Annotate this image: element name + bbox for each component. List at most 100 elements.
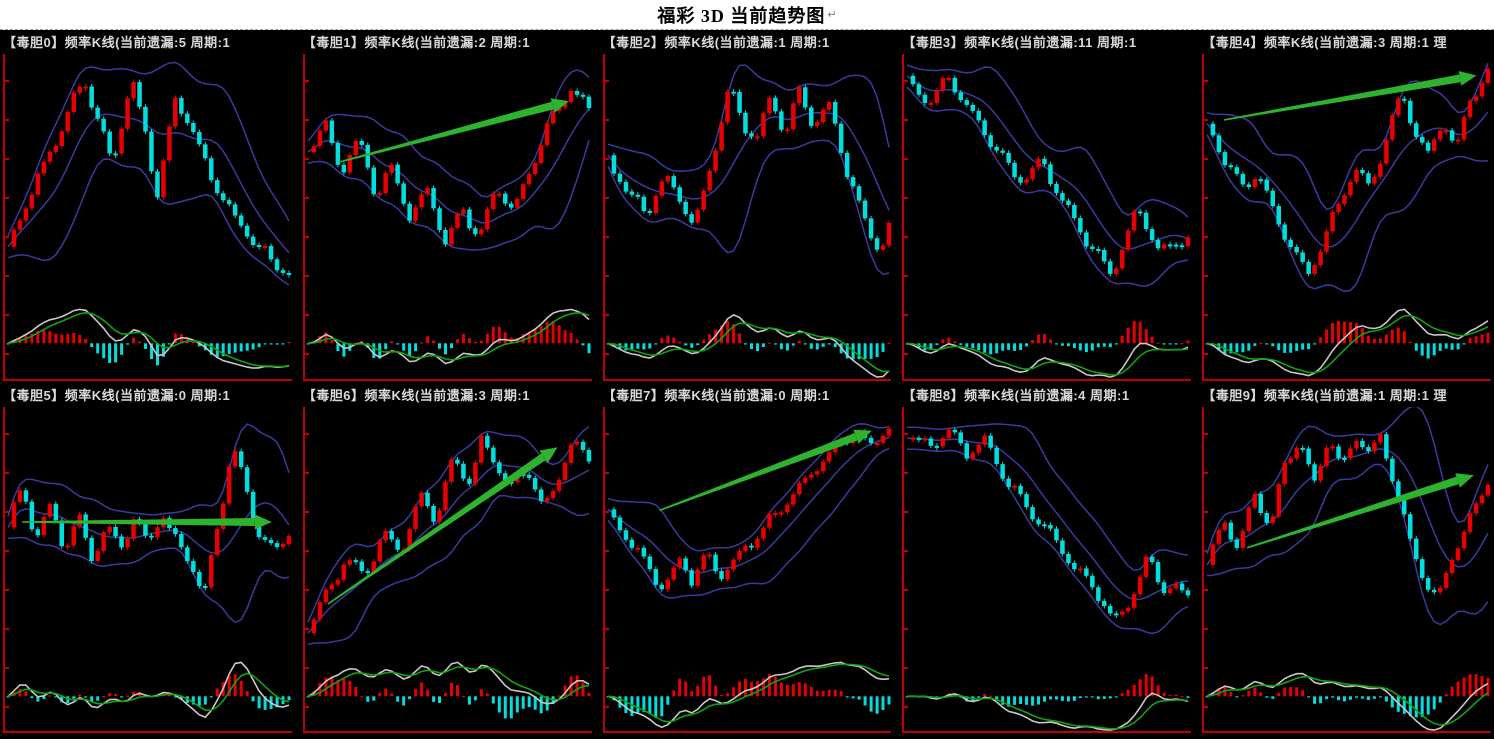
- macd-histogram-bar: [503, 695, 507, 718]
- macd-dea-line: [307, 312, 590, 361]
- candle-up: [520, 184, 526, 199]
- macd-histogram-bar: [1325, 695, 1329, 699]
- candle-down: [238, 450, 244, 467]
- candle-down: [1306, 448, 1312, 464]
- macd-histogram-bar: [173, 695, 177, 697]
- macd-histogram-bar: [515, 695, 519, 712]
- macd-histogram-bar: [1043, 334, 1047, 344]
- panel-title: 【毒胆7】频率K线(当前遗漏:0 周期:1: [602, 387, 830, 403]
- macd-histogram-bar: [1150, 676, 1154, 696]
- candle-down: [1426, 577, 1431, 590]
- macd-histogram-bar: [102, 343, 106, 359]
- candle-down: [113, 526, 118, 536]
- candle-down: [395, 164, 400, 184]
- candle-down: [1048, 164, 1054, 184]
- axis-tick: [304, 197, 309, 199]
- candle-down: [611, 508, 616, 517]
- macd-histogram-bar: [827, 689, 831, 696]
- macd-histogram-bar: [479, 340, 483, 344]
- macd-histogram-bar: [1186, 695, 1190, 698]
- candle-up: [317, 130, 322, 147]
- macd-histogram-bar: [1450, 686, 1454, 696]
- macd-histogram-bar: [1145, 673, 1149, 696]
- macd-histogram-bar: [1468, 337, 1472, 344]
- macd-histogram-bar: [324, 332, 328, 344]
- candle-up: [1144, 556, 1149, 577]
- candle-up: [1252, 493, 1258, 508]
- candle-up: [766, 513, 772, 528]
- candle-up: [1473, 96, 1479, 102]
- candle-up: [1438, 587, 1443, 592]
- macd-histogram-bar: [809, 343, 813, 349]
- macd-histogram-bar: [1025, 343, 1029, 347]
- trend-arrow-head: [254, 514, 272, 529]
- macd-histogram-bar: [641, 343, 645, 350]
- macd-histogram-bar: [491, 695, 495, 703]
- macd-histogram-bar: [1414, 695, 1418, 717]
- candle-down: [1288, 239, 1294, 247]
- candle-down: [1162, 581, 1167, 593]
- macd-histogram-bar: [587, 343, 591, 354]
- candle-down: [988, 135, 994, 147]
- macd-histogram-bar: [1174, 694, 1178, 696]
- axis-tick: [304, 705, 309, 708]
- macd-histogram-bar: [377, 692, 381, 696]
- macd-histogram-bar: [306, 343, 310, 345]
- candle-up: [371, 560, 376, 571]
- macd-histogram-bar: [1313, 343, 1317, 345]
- axis-tick: [304, 666, 309, 669]
- macd-histogram-bar: [965, 343, 969, 347]
- candle-up: [730, 559, 736, 570]
- axis-tick: [904, 588, 909, 591]
- chart-panel-毒胆9: 【毒胆9】频率K线(当前遗漏:1 周期:1 理: [1202, 383, 1491, 733]
- trend-arrow-head: [1458, 71, 1477, 86]
- macd-histogram-bar: [1474, 336, 1478, 344]
- macd-histogram-bar: [803, 682, 807, 696]
- bollinger-lower-band: [907, 447, 1189, 634]
- macd-histogram-bar: [557, 695, 561, 697]
- macd-histogram-bar: [1103, 695, 1107, 699]
- macd-histogram-bar: [1001, 343, 1005, 351]
- axis-tick: [5, 80, 9, 82]
- macd-histogram-bar: [383, 343, 387, 350]
- macd-histogram-bar: [821, 690, 825, 696]
- candle-up: [886, 222, 891, 246]
- candle-down: [1024, 493, 1030, 507]
- macd-histogram-bar: [677, 341, 681, 344]
- candle-up: [413, 505, 418, 529]
- candle-down: [1102, 250, 1107, 262]
- macd-histogram-bar: [360, 695, 364, 697]
- bollinger-upper-band: [907, 422, 1189, 571]
- macd-histogram-bar: [1367, 695, 1371, 700]
- candle-down: [1180, 245, 1185, 248]
- macd-histogram-bar: [833, 343, 837, 348]
- candle-up: [83, 86, 88, 89]
- bollinger-upper-band: [307, 69, 590, 198]
- candle-up: [1467, 512, 1473, 532]
- bollinger-upper-band: [7, 422, 290, 517]
- trend-arrow-head: [852, 429, 872, 444]
- axis-tick: [1204, 549, 1209, 552]
- candle-up: [1222, 522, 1228, 530]
- candle-down: [952, 429, 958, 432]
- candle-down: [395, 539, 400, 550]
- candle-down: [262, 536, 268, 540]
- trend-arrow-shaft: [22, 517, 255, 526]
- axis-tick: [604, 588, 609, 591]
- macd-histogram-bar: [443, 692, 447, 696]
- kline-chart: [3, 406, 292, 733]
- candle-up: [413, 207, 418, 221]
- candle-down: [964, 100, 970, 105]
- macd-dea-line: [1207, 314, 1489, 374]
- kline-chart: [902, 406, 1192, 733]
- macd-histogram-bar: [1229, 691, 1233, 696]
- candle-down: [586, 96, 591, 109]
- macd-dif-line: [607, 661, 889, 728]
- candle-up: [802, 477, 808, 483]
- candle-down: [329, 120, 334, 143]
- macd-histogram-bar: [1337, 321, 1341, 344]
- macd-histogram-bar: [120, 695, 124, 697]
- macd-histogram-bar: [1289, 343, 1293, 353]
- candle-down: [1360, 170, 1365, 174]
- macd-histogram-bar: [1241, 694, 1245, 696]
